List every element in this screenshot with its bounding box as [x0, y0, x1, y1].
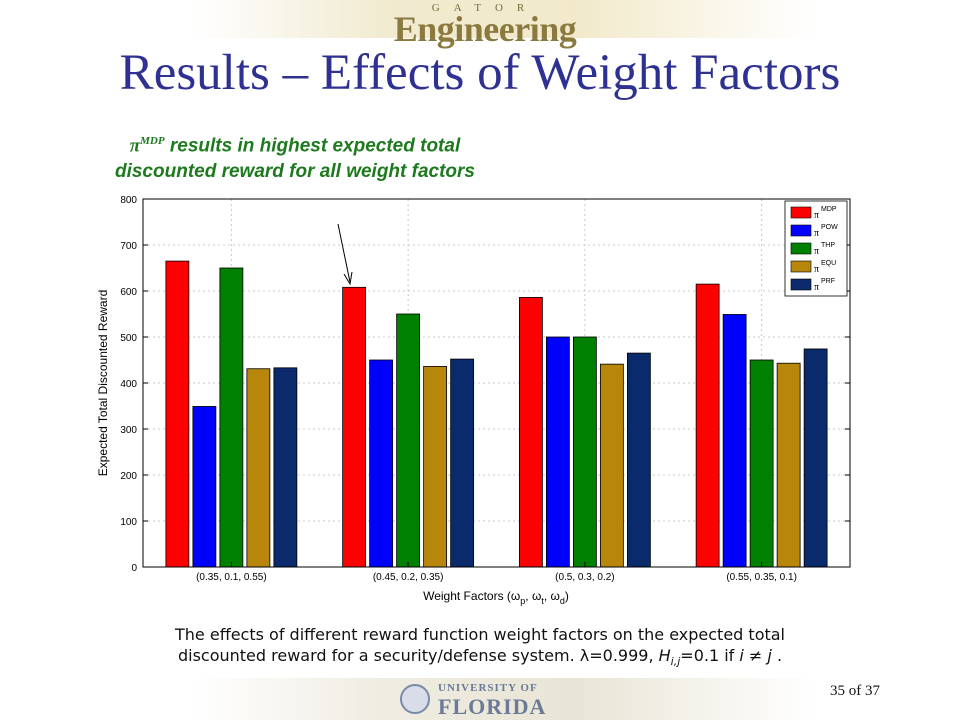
header-swoosh [0, 0, 960, 38]
x-axis-label: Weight Factors (ωp, ωt, ωd) [423, 589, 569, 606]
bar-prf [803, 348, 828, 568]
y-tick-label: 600 [120, 287, 137, 298]
bar-prf [450, 358, 475, 568]
legend-label: POW [821, 224, 838, 231]
x-tick-label: (0.45, 0.2, 0.35) [373, 572, 444, 583]
page-number: 35 of 37 [830, 683, 880, 699]
bar-thp [572, 336, 597, 568]
bar-pow [192, 406, 217, 568]
x-tick-label: (0.5, 0.3, 0.2) [555, 572, 614, 583]
uf-florida-text: FLORIDA [438, 694, 547, 719]
caption-line1: The effects of different reward function… [175, 625, 785, 644]
x-tick-label: (0.35, 0.1, 0.55) [196, 572, 267, 583]
annotation-pi: π [129, 135, 141, 157]
bar-mdp [342, 286, 367, 568]
figure-caption: The effects of different reward function… [60, 624, 900, 672]
bar-equ [599, 363, 624, 568]
legend-label: MDP [821, 206, 837, 213]
y-tick-label: 500 [120, 333, 137, 344]
bar-equ [776, 362, 801, 568]
legend-label: PRF [821, 278, 835, 285]
bar-mdp [165, 260, 190, 568]
caption-sub: i,j [670, 655, 681, 669]
y-tick-label: 800 [120, 195, 137, 206]
legend-swatch-mdp [790, 206, 812, 219]
logo-engineering-text: Engineering [393, 9, 577, 49]
legend-swatch-prf [790, 278, 812, 291]
legend-pi: π [814, 210, 819, 221]
bar-thp [749, 359, 774, 568]
y-tick-label: 100 [120, 517, 137, 528]
legend-swatch-thp [790, 242, 812, 255]
y-axis-label: Expected Total Discounted Reward [96, 290, 110, 477]
caption-end: . [771, 646, 783, 665]
footer-band [0, 678, 960, 720]
caption-h: H [658, 646, 671, 665]
y-tick-label: 400 [120, 379, 137, 390]
bar-prf [626, 352, 651, 568]
annotation-arrowhead [343, 271, 353, 286]
bar-prf [273, 367, 298, 568]
bar-equ [423, 366, 448, 568]
bar-pow [545, 336, 570, 568]
legend-label: THP [821, 242, 835, 249]
caption-ij: i ≠ j [739, 646, 772, 665]
slide-title: Results – Effects of Weight Factors [119, 45, 841, 101]
bar-mdp [518, 297, 543, 568]
bar-thp [396, 313, 421, 568]
bar-pow [722, 314, 747, 568]
legend-pi: π [814, 228, 819, 239]
uf-logo: UNIVERSITY OF FLORIDA [400, 682, 570, 719]
uf-university-text: UNIVERSITY OF [438, 682, 538, 694]
legend-swatch-pow [790, 224, 812, 237]
legend-label: EQU [821, 260, 836, 267]
y-tick-label: 200 [120, 471, 137, 482]
legend-pi: π [814, 264, 819, 275]
caption-line2a: discounted reward for a security/defense… [177, 646, 659, 665]
bar-pow [369, 359, 394, 568]
y-tick-label: 700 [120, 241, 137, 252]
legend-pi: π [814, 246, 819, 257]
legend-swatch-equ [790, 260, 812, 273]
y-tick-label: 300 [120, 425, 137, 436]
annotation-body: results in highest expected total discou… [114, 135, 475, 183]
gator-engineering-logo: GATOR Engineering [385, 0, 585, 58]
annotation-sup: MDP [140, 135, 165, 147]
uf-seal-icon [400, 684, 430, 714]
bar-equ [246, 368, 271, 568]
legend-pi: π [814, 282, 819, 293]
y-tick-label: 0 [131, 563, 137, 574]
logo-gator-text: GATOR [431, 2, 539, 14]
x-tick-label: (0.55, 0.35, 0.1) [726, 572, 797, 583]
bar-thp [219, 267, 244, 568]
bar-mdp [695, 283, 720, 568]
annotation-arrow [337, 223, 351, 283]
caption-line2b: =0.1 if [680, 646, 740, 665]
annotation-text: πMDP results in highest expected total d… [100, 128, 490, 185]
